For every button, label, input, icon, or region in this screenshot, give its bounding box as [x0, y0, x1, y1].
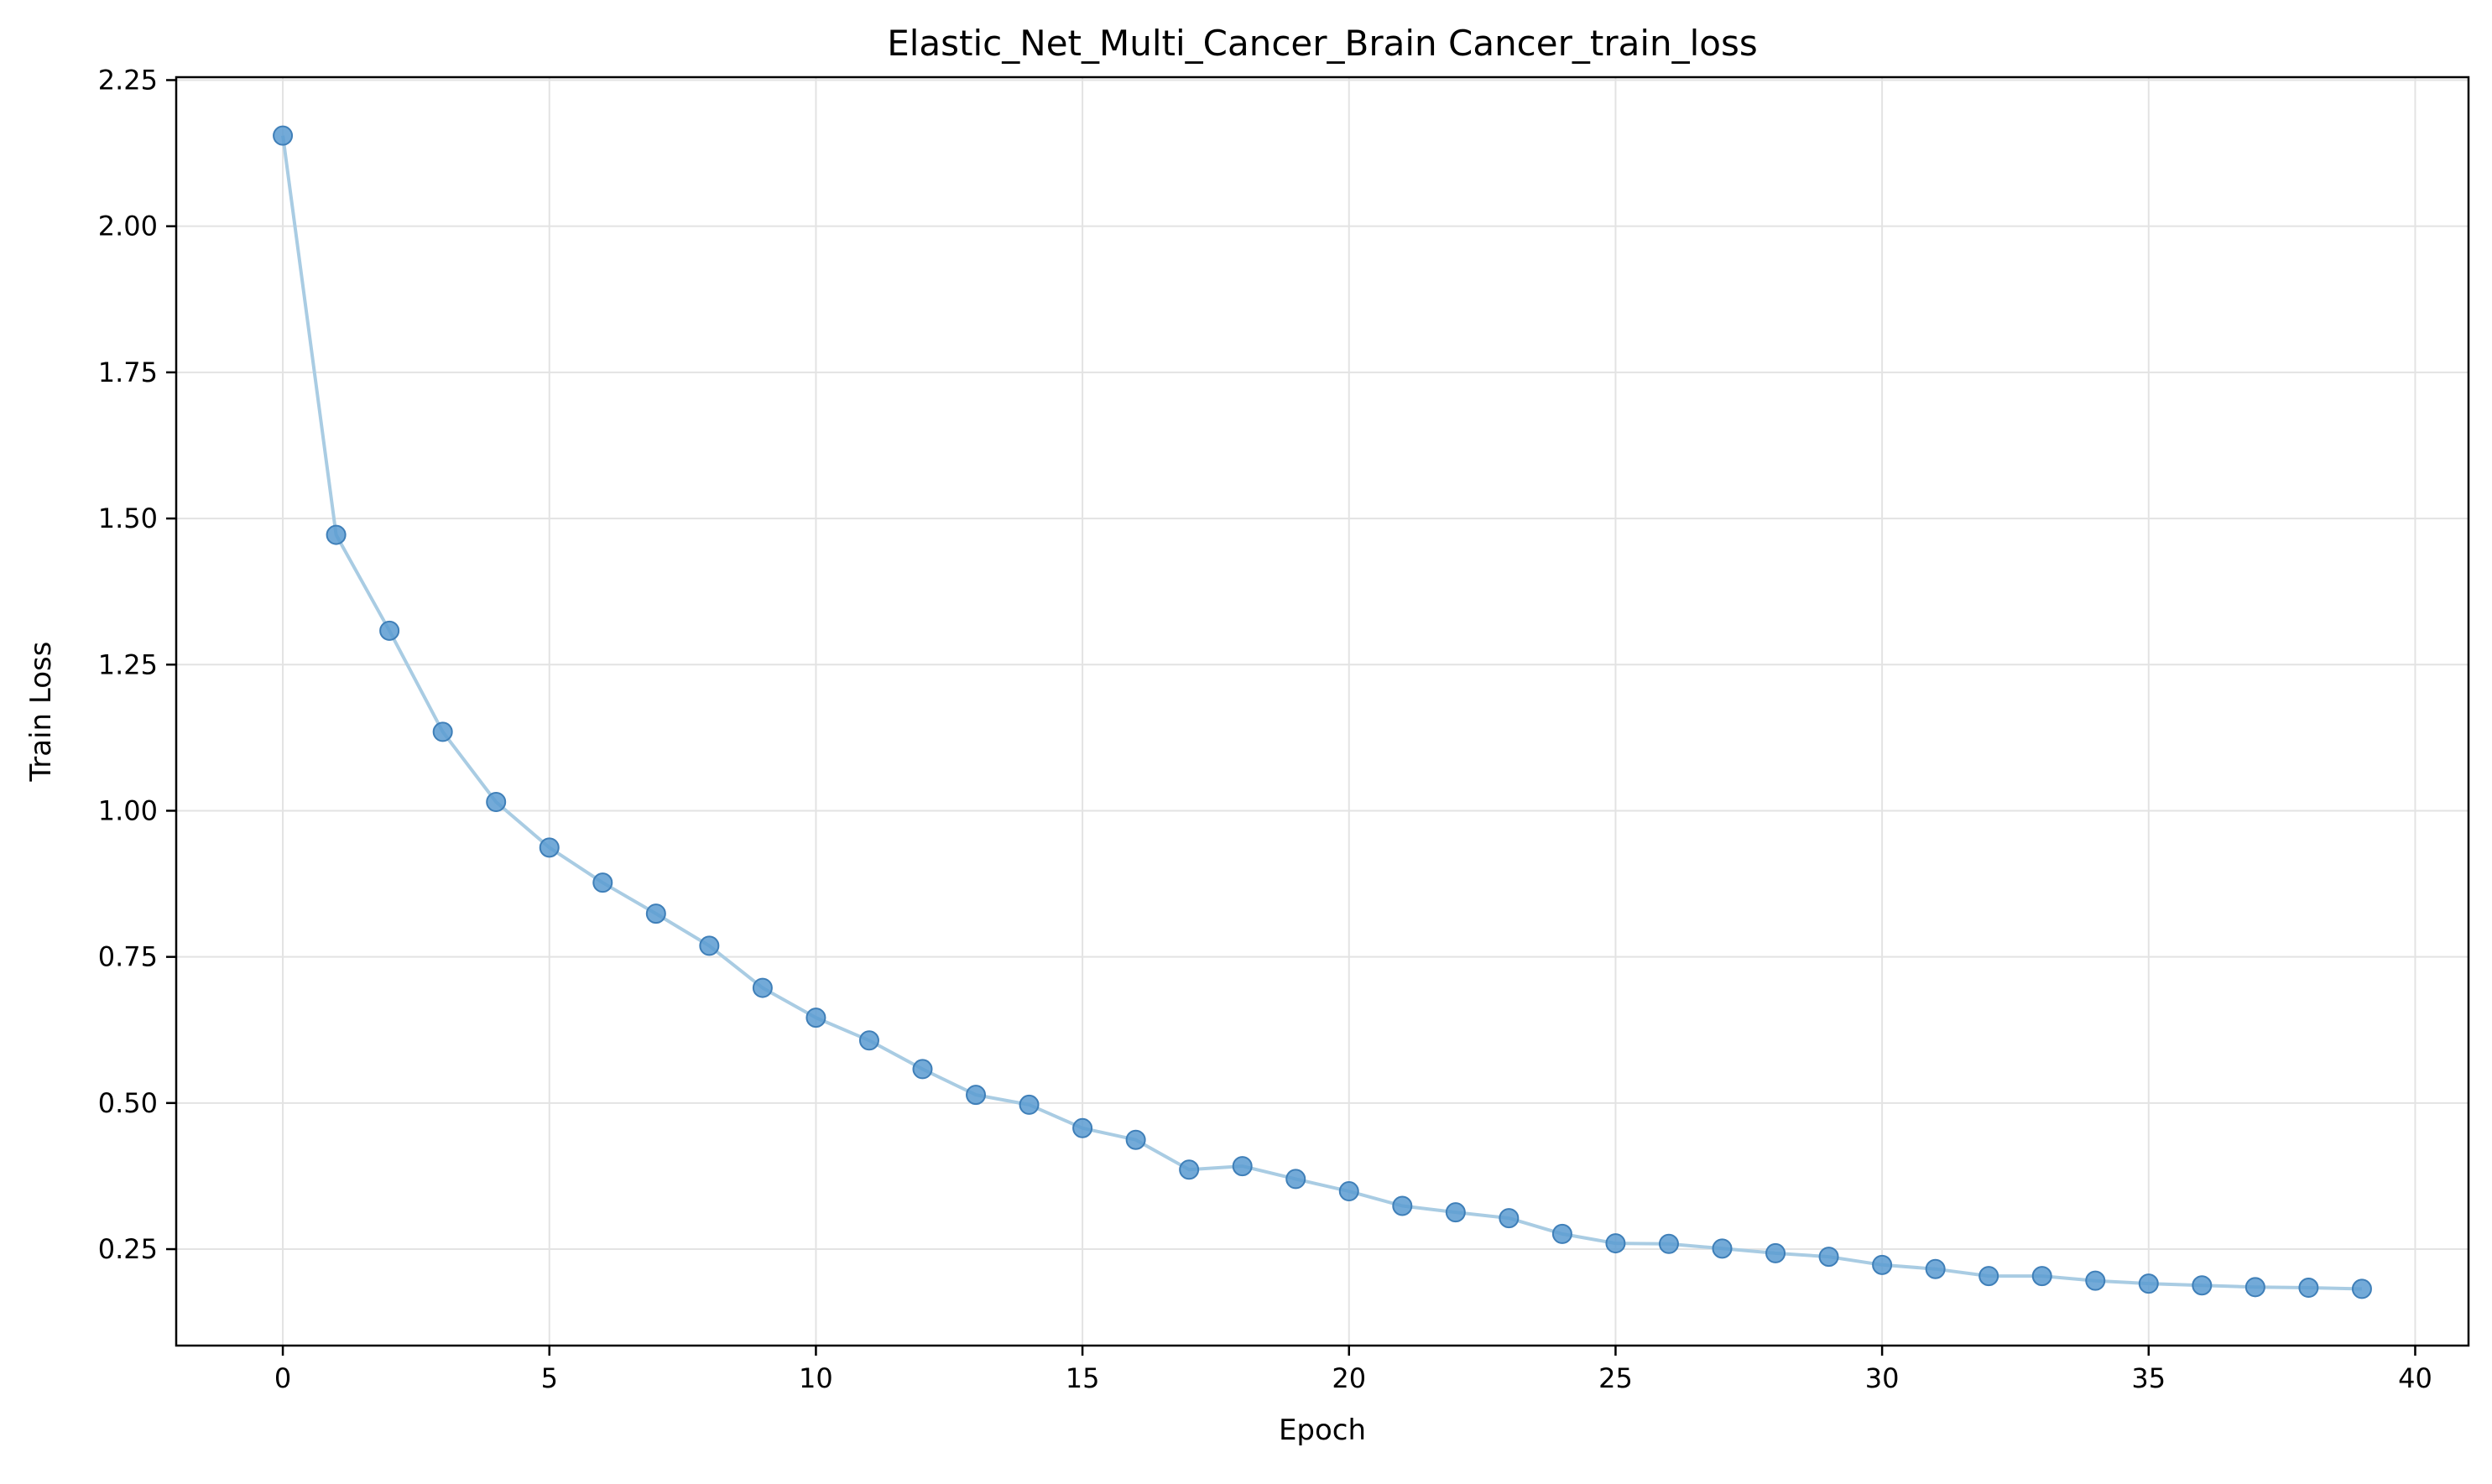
data-point [1072, 1117, 1093, 1138]
data-point [1232, 1156, 1253, 1177]
x-tick-label: 0 [274, 1362, 291, 1394]
data-point [592, 872, 613, 893]
data-point [273, 125, 294, 146]
y-axis-label: Train Loss [24, 642, 58, 783]
grid-layer [176, 77, 2469, 1346]
data-point [1179, 1159, 1200, 1180]
data-point [1605, 1233, 1626, 1254]
y-tick-label: 1.50 [98, 502, 158, 534]
x-tick-label: 15 [1066, 1362, 1100, 1394]
y-tick-label: 0.50 [98, 1087, 158, 1119]
data-point [1818, 1247, 1839, 1268]
x-tick-label: 40 [2398, 1362, 2432, 1394]
data-point [379, 620, 400, 641]
data-point [1019, 1094, 1040, 1115]
y-tick-label: 1.00 [98, 794, 158, 826]
data-point [1338, 1181, 1359, 1202]
y-tick-label: 2.00 [98, 211, 158, 242]
data-point [752, 977, 773, 998]
x-tick-label: 30 [1865, 1362, 1900, 1394]
data-point [805, 1008, 826, 1028]
data-point [1712, 1238, 1733, 1259]
data-point [1125, 1129, 1146, 1150]
data-point [1765, 1242, 1786, 1263]
data-point [2192, 1275, 2213, 1296]
data-point [2085, 1270, 2106, 1291]
data-point [2351, 1278, 2372, 1299]
data-point [1551, 1223, 1572, 1244]
data-point [1445, 1202, 1466, 1223]
x-tick-label: 5 [541, 1362, 558, 1394]
point-layer [273, 125, 2372, 1299]
data-point [2244, 1277, 2265, 1298]
data-point [2298, 1278, 2319, 1299]
y-tick-label: 0.75 [98, 941, 158, 973]
y-tick-label: 2.25 [98, 64, 158, 96]
data-point [645, 903, 666, 924]
data-point [486, 792, 507, 812]
x-axis-label: Epoch [1279, 1414, 1366, 1447]
data-point [2031, 1266, 2052, 1287]
x-tick-label: 20 [1332, 1362, 1366, 1394]
series-line [281, 135, 2362, 1291]
data-point [858, 1030, 879, 1051]
chart-title: Elastic_Net_Multi_Cancer_Brain Cancer_tr… [887, 23, 1758, 64]
data-point [326, 524, 347, 545]
data-point [1872, 1254, 1893, 1275]
data-point [1978, 1266, 1999, 1287]
y-tick-label: 0.25 [98, 1233, 158, 1265]
plot-frame [175, 76, 2470, 1347]
line-layer [281, 135, 2362, 1291]
data-point [1499, 1208, 1520, 1229]
data-point [1285, 1169, 1306, 1190]
y-tick-label: 1.25 [98, 648, 158, 680]
data-point [432, 721, 453, 742]
data-point [912, 1059, 933, 1080]
x-tick-label: 10 [799, 1362, 833, 1394]
data-point [699, 935, 720, 956]
data-point [1658, 1233, 1679, 1254]
data-point [539, 837, 560, 858]
data-point [966, 1085, 987, 1106]
tick-layer: 0 5 10 15 20 25 30 35 40 0.25 0.50 0.75 1.00 1.25 1.50… [98, 64, 2432, 1394]
data-point [1392, 1195, 1413, 1216]
data-point [2138, 1273, 2159, 1294]
x-tick-label: 35 [2131, 1362, 2166, 1394]
x-tick-label: 25 [1598, 1362, 1633, 1394]
y-tick-label: 1.75 [98, 357, 158, 388]
data-point [1925, 1258, 1946, 1279]
